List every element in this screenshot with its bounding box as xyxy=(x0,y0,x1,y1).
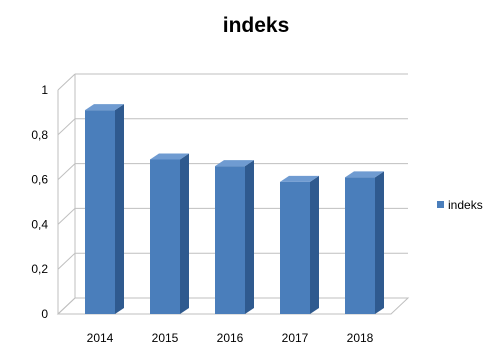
y-tick-label: 0 xyxy=(41,307,48,321)
gridline-side xyxy=(57,208,76,225)
legend-swatch xyxy=(437,201,444,208)
bar-top xyxy=(345,171,384,178)
y-axis-ticks: 0 0,2 0,4 0,6 0,8 1 xyxy=(31,83,48,321)
y-tick-label: 0,8 xyxy=(31,128,48,142)
gridline-side xyxy=(57,118,76,136)
x-axis-ticks: 2014 2015 2016 2017 2018 xyxy=(87,331,374,345)
bar-side xyxy=(180,153,189,314)
bar-top xyxy=(150,153,189,160)
bar-front xyxy=(280,181,310,314)
x-tick-label: 2015 xyxy=(152,331,179,345)
bar-side xyxy=(245,160,254,314)
x-tick-label: 2016 xyxy=(217,331,244,345)
bar-2014 xyxy=(85,104,124,314)
legend-label: indeks xyxy=(448,198,483,212)
y-tick-label: 0,6 xyxy=(31,173,48,187)
bar-2017 xyxy=(280,175,319,314)
gridline-side xyxy=(57,252,76,270)
bar-front xyxy=(150,159,180,314)
y-tick-label: 0,4 xyxy=(31,217,48,231)
gridline-side xyxy=(57,163,76,180)
bar-2015 xyxy=(150,153,189,314)
bar-side xyxy=(375,171,384,314)
bar-front xyxy=(345,177,375,314)
gridline-side xyxy=(57,297,76,315)
bar-2016 xyxy=(215,160,254,314)
chart-title: indeks xyxy=(223,14,290,37)
bars xyxy=(85,104,384,314)
bar-top xyxy=(280,175,319,182)
bar-side xyxy=(310,175,319,314)
x-tick-label: 2018 xyxy=(347,331,374,345)
bar-side xyxy=(115,104,124,314)
bar-front xyxy=(85,110,115,314)
bar-front xyxy=(215,166,245,314)
legend: indeks xyxy=(437,198,483,212)
bar-2018 xyxy=(345,171,384,314)
y-tick-label: 0,2 xyxy=(31,262,48,276)
y-tick-label: 1 xyxy=(41,83,48,97)
bar-top xyxy=(215,160,254,167)
x-tick-label: 2017 xyxy=(282,331,309,345)
gridline-side xyxy=(57,73,76,91)
bar-top xyxy=(85,104,124,111)
x-tick-label: 2014 xyxy=(87,331,114,345)
